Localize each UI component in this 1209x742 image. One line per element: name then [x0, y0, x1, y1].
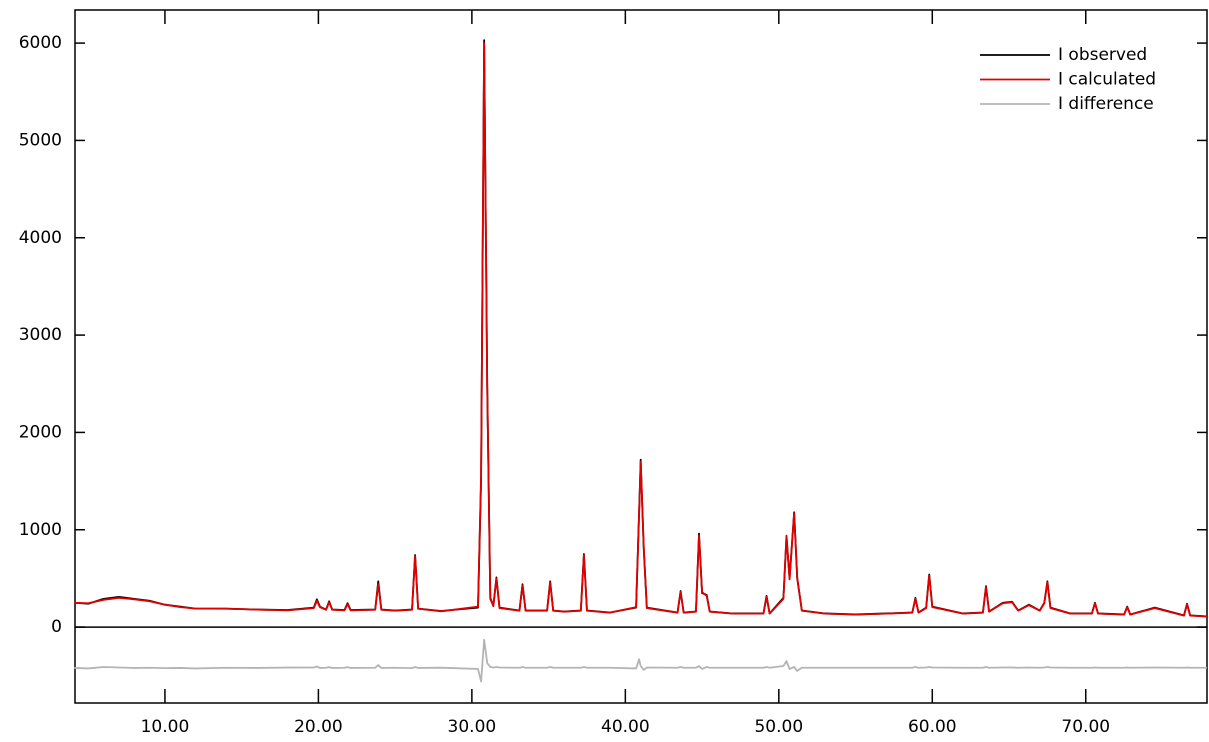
legend-label: I observed [1058, 45, 1147, 65]
legend-label: I difference [1058, 94, 1154, 114]
x-tick-label: 30.00 [448, 717, 497, 737]
x-tick-label: 60.00 [908, 717, 957, 737]
legend-label: I calculated [1058, 70, 1156, 90]
plot-frame [75, 10, 1207, 703]
y-tick-label: 6000 [19, 33, 62, 53]
x-tick-label: 10.00 [141, 717, 190, 737]
series-line [74, 40, 1207, 616]
x-tick-label: 20.00 [294, 717, 343, 737]
y-tick-label: 1000 [19, 520, 62, 540]
series-line [74, 43, 1207, 616]
x-tick-label: 50.00 [754, 717, 803, 737]
y-tick-label: 3000 [19, 325, 62, 345]
y-tick-label: 2000 [19, 422, 62, 442]
series-line [74, 640, 1207, 682]
x-tick-label: 40.00 [601, 717, 650, 737]
x-tick-label: 70.00 [1061, 717, 1110, 737]
y-tick-label: 4000 [19, 228, 62, 248]
chart: 0 1000 2000 3000 4000 5000 6000 10.00 20.00 30.00… [0, 0, 1209, 742]
y-tick-label: 5000 [19, 130, 62, 150]
y-tick-label: 0 [51, 617, 62, 637]
